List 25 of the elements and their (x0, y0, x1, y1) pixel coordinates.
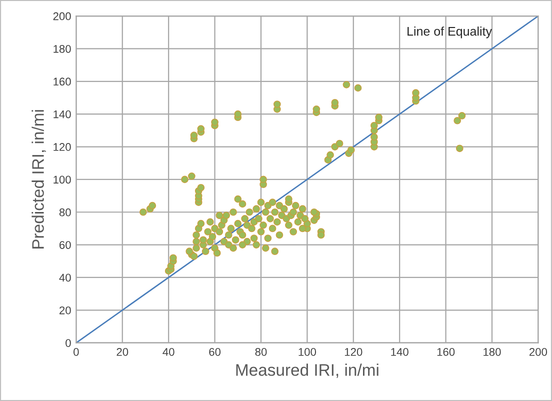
x-tick-label: 160 (437, 348, 455, 356)
x-tick-label: 120 (344, 348, 362, 356)
y-tick-label: 100 (54, 176, 71, 184)
y-tick-label: 160 (54, 78, 71, 86)
x-tick-label: 60 (209, 348, 221, 356)
y-tick-label: 60 (60, 241, 71, 249)
y-tick-label: 200 (53, 12, 71, 20)
x-tick-label: 100 (298, 348, 316, 356)
x-tick-label: 20 (116, 348, 128, 356)
y-tick-label: 40 (59, 274, 71, 282)
x-tick-label: 180 (484, 348, 501, 356)
y-tick-label: 80 (59, 208, 71, 216)
y-tick-label: 120 (54, 143, 71, 151)
x-tick-label: 0 (74, 348, 79, 356)
y-tick-label: 0 (66, 339, 71, 347)
x-axis-title: Measured IRI, in/mi (236, 364, 378, 378)
x-tick-label: 140 (391, 348, 408, 356)
y-tick-label: 20 (60, 306, 71, 314)
y-axis-title: Predicted IRI, in/mi (32, 110, 46, 248)
y-tick-label: 180 (54, 44, 71, 53)
x-tick-label: 80 (255, 348, 267, 356)
y-tick-label: 140 (54, 110, 71, 118)
x-tick-label: 200 (529, 348, 548, 356)
annotation: Line of Equality (408, 26, 492, 38)
x-tick-label: 40 (162, 348, 174, 356)
